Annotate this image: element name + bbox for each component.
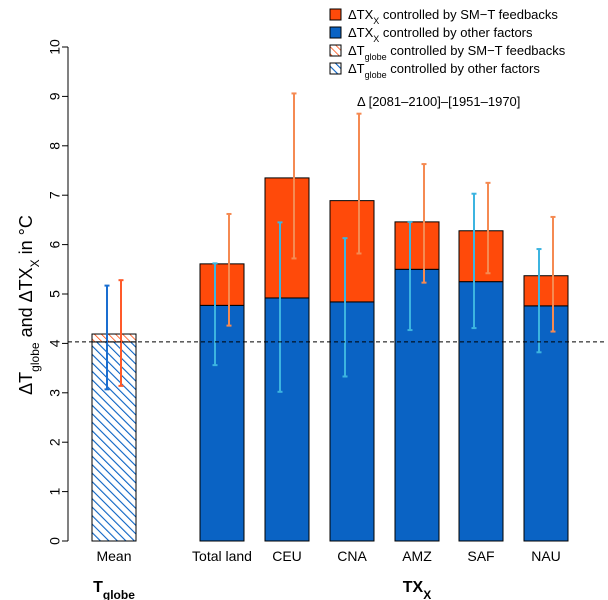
bar-nau-sm-t-feedbacks xyxy=(523,275,569,307)
errbar-cna-other-factors xyxy=(342,237,348,378)
x-label-nau: NAU xyxy=(531,548,561,564)
x-axis-labels: Mean Total land CEU CNA AMZ SAF NAU xyxy=(96,548,560,564)
bar-ceu-sm-t-feedbacks xyxy=(264,177,310,299)
errbar-nau-sm-t-feedbacks xyxy=(550,215,556,333)
errbar-cna-sm-t-feedbacks xyxy=(356,112,362,255)
legend-label: ΔTXX controlled by SM−T feedbacks xyxy=(348,7,558,26)
bar-ceu-other-factors xyxy=(264,297,310,542)
legend-label: ΔTXX controlled by other factors xyxy=(348,25,533,44)
x-label-mean: Mean xyxy=(96,548,131,564)
bar-mean-sm-t-feedbacks xyxy=(91,333,137,343)
x-label-ceu: CEU xyxy=(272,548,302,564)
errbar-ceu-sm-t-feedbacks xyxy=(291,92,297,260)
x-label-cna: CNA xyxy=(337,548,367,564)
y-tick-label-5: 5 xyxy=(47,290,63,298)
legend-entry-4: ΔTglobe controlled by other factors xyxy=(329,61,540,80)
y-tick-label-1: 1 xyxy=(47,487,63,495)
legend-label: ΔTglobe controlled by SM−T feedbacks xyxy=(348,43,566,62)
errbar-saf-sm-t-feedbacks xyxy=(485,181,491,275)
y-tick-label-9: 9 xyxy=(47,92,63,100)
y-axis: 0 1 2 3 4 5 6 7 8 9 10 xyxy=(47,39,69,545)
bar-saf-sm-t-feedbacks xyxy=(458,230,504,283)
y-tick-label-0: 0 xyxy=(47,537,63,545)
group-label-txx: TXX xyxy=(403,579,431,600)
legend-entry-1: ΔTXX controlled by SM−T feedbacks xyxy=(329,7,558,26)
legend-swatch xyxy=(329,8,342,21)
y-tick-label-2: 2 xyxy=(47,438,63,446)
group-labels: Tglobe TXX xyxy=(93,579,431,600)
errbar-mean-sm-t-feedbacks xyxy=(118,279,124,387)
y-tick-label-7: 7 xyxy=(47,191,63,199)
errbar-saf-other-factors xyxy=(471,192,477,330)
group-label-tglobe: Tglobe xyxy=(93,579,135,600)
y-axis-label: ΔTglobe and ΔTXX in °C xyxy=(16,215,42,395)
errbar-amz-sm-t-feedbacks xyxy=(421,163,427,284)
legend-swatch xyxy=(329,26,342,39)
period-annotation: Δ [2081–2100]–[1951–1970] xyxy=(357,94,520,109)
bar-total-land-other-factors xyxy=(199,304,245,542)
x-label-saf: SAF xyxy=(467,548,494,564)
x-label-amz: AMZ xyxy=(402,548,432,564)
bar-amz-other-factors xyxy=(394,268,440,542)
errbar-mean-other-factors xyxy=(104,284,110,391)
y-tick-label-6: 6 xyxy=(47,240,63,248)
bar-saf-other-factors xyxy=(458,281,504,542)
y-tick-label-10: 10 xyxy=(47,39,63,55)
legend-entry-2: ΔTXX controlled by other factors xyxy=(329,25,533,44)
bar-mean-other-factors xyxy=(91,341,137,542)
bar-amz-sm-t-feedbacks xyxy=(394,221,440,270)
bars xyxy=(91,177,569,542)
errbar-nau-other-factors xyxy=(536,248,542,354)
errbar-ceu-other-factors xyxy=(277,221,283,393)
errbar-total-land-sm-t-feedbacks xyxy=(226,212,232,327)
error-bars xyxy=(104,92,556,393)
bar-cna-sm-t-feedbacks xyxy=(329,200,375,303)
x-label-total-land: Total land xyxy=(192,548,252,564)
bar-total-land-sm-t-feedbacks xyxy=(199,263,245,306)
errbar-total-land-other-factors xyxy=(212,262,218,367)
y-tick-label-4: 4 xyxy=(47,339,63,347)
legend-entry-3: ΔTglobe controlled by SM−T feedbacks xyxy=(329,43,566,62)
legend-label: ΔTglobe controlled by other factors xyxy=(348,61,540,80)
legend-swatch xyxy=(329,44,342,57)
bar-nau-other-factors xyxy=(523,305,569,542)
errbar-amz-other-factors xyxy=(407,220,413,332)
legend-swatch xyxy=(329,62,342,75)
y-tick-label-8: 8 xyxy=(47,142,63,150)
bar-cna-other-factors xyxy=(329,301,375,542)
y-tick-label-3: 3 xyxy=(47,389,63,397)
